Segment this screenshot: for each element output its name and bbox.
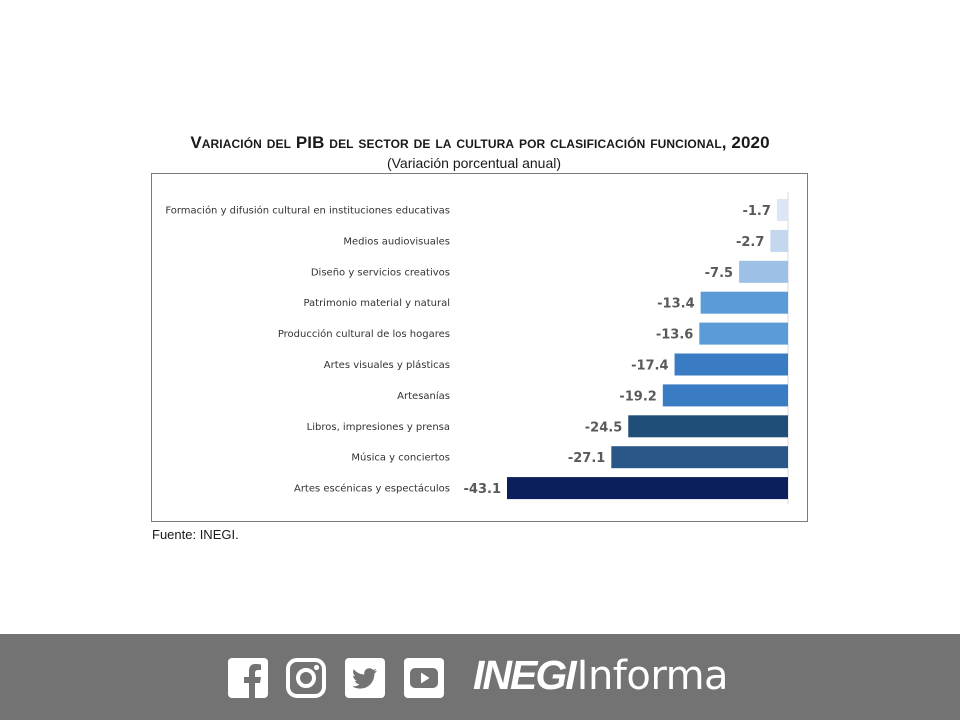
data-label: -43.1 [464, 482, 501, 497]
data-label: -19.2 [619, 389, 656, 404]
category-label: Formación y difusión cultural en institu… [165, 205, 450, 217]
data-label: -13.4 [657, 297, 694, 312]
category-label: Medios audiovisuales [343, 236, 450, 247]
category-label: Artes escénicas y espectáculos [294, 483, 450, 495]
bar [700, 291, 788, 314]
bar [611, 446, 788, 469]
category-label: Artes visuales y plásticas [324, 359, 450, 371]
bar [628, 415, 788, 438]
footer-bar [0, 634, 960, 720]
data-label: -1.7 [742, 204, 770, 219]
category-label: Diseño y servicios creativos [311, 267, 450, 278]
chart-frame: Formación y difusión cultural en institu… [151, 173, 808, 522]
bar [776, 199, 788, 221]
bar [662, 384, 788, 407]
data-label: -7.5 [705, 266, 733, 281]
bar-chart: Formación y difusión cultural en institu… [165, 192, 789, 504]
inegi-informa-logo[interactable]: INEGI Informa [473, 652, 729, 702]
category-label: Patrimonio material y natural [303, 298, 450, 309]
twitter-icon[interactable] [345, 658, 385, 698]
bar [699, 322, 788, 345]
data-label: -13.6 [656, 328, 693, 343]
data-label: -24.5 [585, 420, 622, 435]
category-label: Artesanías [397, 390, 450, 402]
bar [770, 229, 788, 252]
brand-light-text: Informa [576, 653, 729, 699]
data-label: -2.7 [736, 235, 764, 250]
brand-bold-text: INEGI [473, 652, 577, 698]
data-label: -27.1 [568, 451, 605, 466]
chart-title: Variación del PIB del sector de la cultu… [190, 133, 770, 152]
instagram-icon[interactable] [286, 658, 326, 698]
bar [674, 353, 788, 376]
facebook-icon[interactable] [228, 658, 268, 698]
chart-subtitle: (Variación porcentual anual) [386, 155, 562, 171]
data-label: -17.4 [631, 359, 668, 374]
bar [507, 477, 788, 500]
youtube-icon[interactable] [404, 658, 444, 698]
category-label: Libros, impresiones y prensa [307, 422, 450, 433]
category-label: Producción cultural de los hogares [278, 328, 450, 340]
source-note: Fuente: INEGI. [152, 527, 239, 542]
category-label: Música y conciertos [351, 452, 450, 464]
bar [739, 260, 788, 283]
